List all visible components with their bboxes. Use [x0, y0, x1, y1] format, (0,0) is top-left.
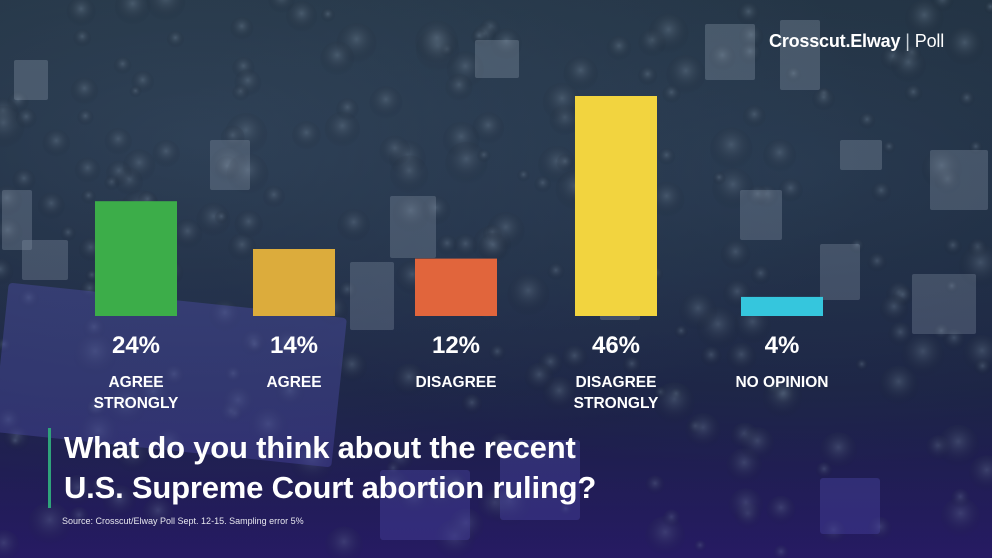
category-label: STRONGLY — [94, 395, 179, 412]
bar-disagree — [415, 258, 497, 316]
source-note: Source: Crosscut/Elway Poll Sept. 12-15.… — [62, 516, 304, 526]
value-label: 24% — [112, 332, 160, 359]
value-label: 4% — [765, 332, 800, 359]
category-label: DISAGREE — [416, 374, 497, 391]
question-line-2: U.S. Supreme Court abortion ruling? — [64, 470, 597, 505]
bar-disagree-strongly — [575, 96, 657, 316]
category-label: AGREE — [108, 374, 163, 391]
bar-agree — [253, 249, 335, 316]
bar-no-opinion — [741, 296, 823, 316]
crosscut-elway-poll-logo: Crosscut.Elway | Poll — [769, 31, 944, 52]
question-title: What do you think about the recent U.S. … — [48, 428, 596, 508]
bar-chart: 24% 14% 12% 46% 4% AGREE STRONGLY AGREE DISAGRE… — [94, 96, 828, 412]
question-line-1: What do you think about the recent — [64, 430, 576, 465]
value-label: 12% — [432, 332, 480, 359]
value-label: 46% — [592, 332, 640, 359]
category-label: STRONGLY — [574, 395, 659, 412]
bar-agree-strongly — [95, 201, 177, 316]
category-label: DISAGREE — [576, 374, 657, 391]
category-label: AGREE — [266, 374, 321, 391]
logo-brand: Crosscut.Elway — [769, 31, 901, 51]
value-label: 14% — [270, 332, 318, 359]
category-label: NO OPINION — [735, 374, 828, 391]
logo-separator: | — [905, 31, 910, 51]
logo-suffix: Poll — [914, 31, 944, 51]
